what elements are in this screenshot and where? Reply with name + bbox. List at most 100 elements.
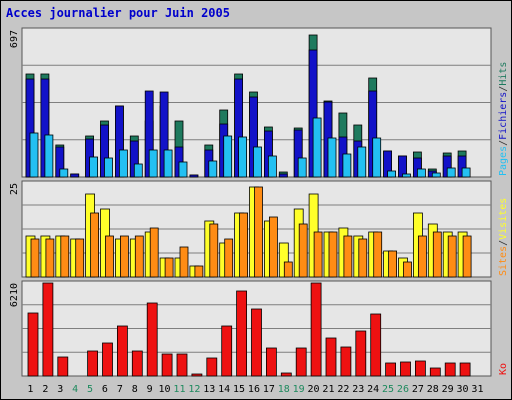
bar-sites-day-14 (224, 238, 234, 278)
bar-ko-day-12 (191, 373, 203, 377)
legend-item-sites: Sites (498, 246, 509, 276)
x-axis-labels: 1 2 3 4 5 6 7 8 9 10 11 12 13 14 15 16 17 18 19 20 21 22 23 24 2… (27, 384, 483, 395)
bar-pages-day-13 (208, 160, 218, 178)
bar-sites-day-1 (30, 238, 40, 278)
bar-sites-day-3 (60, 235, 70, 278)
bar-pages-day-20 (312, 117, 322, 178)
bar-sites-day-21 (328, 231, 338, 278)
x-label-day: 29 (442, 384, 454, 395)
x-label-day: 19 (293, 384, 305, 395)
x-label-day: 8 (132, 384, 138, 395)
bar-ko-day-3 (57, 356, 69, 377)
bar-ko-day-27 (414, 360, 426, 377)
bar-ko-day-19 (295, 347, 307, 377)
bar-pages-day-1 (29, 132, 39, 178)
x-label-day: 20 (308, 384, 320, 395)
legend-separator: / (498, 140, 509, 146)
legend-middle: Sites/Visites (498, 198, 509, 276)
bar-visites-day-18 (278, 242, 289, 278)
x-label-day: 10 (159, 384, 171, 395)
bar-pages-day-27 (416, 168, 426, 178)
bar-pages-day-17 (267, 155, 277, 178)
bar-fichiers-day-12 (189, 174, 199, 178)
bar-sites-day-11 (179, 246, 189, 278)
x-label-day: 13 (203, 384, 215, 395)
legend-item-fichiers: Fichiers (498, 92, 509, 140)
bar-ko-day-2 (42, 282, 54, 377)
bar-pages-day-10 (163, 149, 173, 178)
bar-sites-day-16 (254, 186, 263, 278)
x-label-day: 26 (397, 384, 409, 395)
legend-text: Sites/Visites (498, 198, 509, 276)
panel-middle: 25 (9, 180, 492, 278)
bar-ko-day-30 (459, 362, 471, 377)
x-label-day: 24 (367, 384, 379, 395)
bar-sites-day-12 (194, 265, 204, 278)
bar-ko-day-16 (251, 308, 262, 377)
legend-text: Ko (498, 363, 509, 375)
bar-pages-day-26 (402, 173, 411, 178)
bar-sites-day-29 (447, 235, 457, 278)
bar-pages-day-2 (44, 134, 54, 178)
bar-sites-day-2 (45, 238, 55, 278)
bar-ko-day-13 (206, 357, 218, 377)
x-label-day: 14 (218, 384, 230, 395)
bar-ko-day-26 (400, 361, 411, 377)
legend-separator: / (498, 86, 509, 92)
bar-pages-day-25 (387, 170, 397, 178)
bar-ko-day-28 (429, 367, 441, 377)
x-label-day: 6 (102, 384, 108, 395)
bar-sites-day-23 (358, 238, 368, 278)
bar-sites-day-17 (268, 216, 278, 278)
x-label-day: 23 (352, 384, 364, 395)
bar-pages-day-7 (119, 149, 128, 178)
bar-ko-day-7 (117, 325, 128, 377)
x-label-day: 27 (412, 384, 424, 395)
bar-ko-day-11 (176, 353, 188, 377)
bar-pages-day-30 (461, 167, 471, 178)
x-label-day: 25 (382, 384, 394, 395)
bar-sites-day-9 (149, 227, 159, 278)
bar-sites-day-15 (239, 212, 249, 278)
bar-ko-day-15 (236, 290, 248, 377)
bar-ko-day-10 (161, 353, 173, 377)
bar-sites-day-4 (75, 238, 85, 278)
bar-sites-day-20 (313, 231, 323, 278)
bar-pages-day-19 (297, 157, 307, 178)
x-label-day: 18 (278, 384, 290, 395)
bar-sites-day-10 (164, 257, 174, 278)
x-label-day: 7 (117, 384, 123, 395)
bar-ko-day-14 (221, 325, 233, 377)
bar-sites-day-25 (388, 250, 398, 278)
bar-pages-day-14 (223, 135, 233, 178)
bar-ko-day-5 (87, 350, 98, 377)
bar-ko-day-8 (131, 350, 143, 377)
x-label-day: 5 (87, 384, 93, 395)
panel-bottom: 6210 (9, 280, 492, 377)
legend-item-pages: Pages (498, 146, 509, 176)
chart-title: Acces journalier pour Juin 2005 (6, 6, 230, 20)
x-label-day: 30 (457, 384, 469, 395)
chart-panels: 697 25 6210 (9, 27, 492, 377)
bar-pages-day-3 (59, 168, 69, 178)
bar-sites-day-6 (105, 235, 114, 278)
x-label-day: 28 (427, 384, 439, 395)
legend-item-visites: Visites (498, 198, 509, 240)
bar-ko-day-29 (444, 362, 456, 377)
y-max-label: 25 (9, 183, 20, 195)
x-label-day: 12 (188, 384, 200, 395)
legend-text: Pages/Fichiers/Hits (498, 62, 509, 176)
bar-sites-day-22 (343, 235, 353, 278)
bar-sites-day-28 (432, 231, 442, 278)
x-label-day: 9 (147, 384, 153, 395)
bar-pages-day-24 (372, 137, 382, 178)
bar-fichiers-day-18 (278, 173, 288, 178)
bar-pages-day-15 (238, 136, 248, 178)
legend-separator: / (498, 240, 509, 246)
x-label-day: 11 (173, 384, 185, 395)
bar-sites-day-18 (283, 261, 293, 278)
bar-ko-day-25 (385, 362, 397, 377)
